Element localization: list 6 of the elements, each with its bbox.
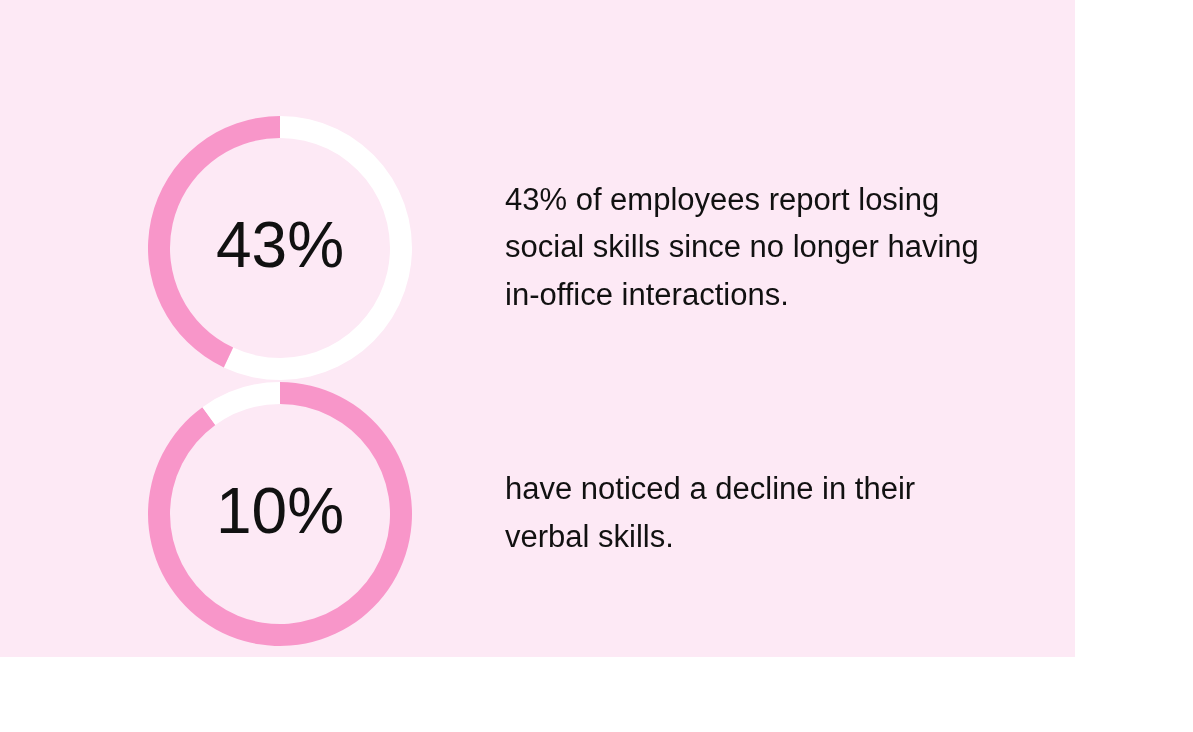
text: 43% of employees report losing social skills since no longer having in-office interactions. xyxy=(505,181,979,312)
text: have noticed a decline in their verbal skills. xyxy=(505,471,916,554)
data-label: 10% xyxy=(215,475,345,547)
donut-slice xyxy=(202,382,280,426)
data-label: 43% xyxy=(215,209,345,281)
donut-slice xyxy=(148,382,412,646)
